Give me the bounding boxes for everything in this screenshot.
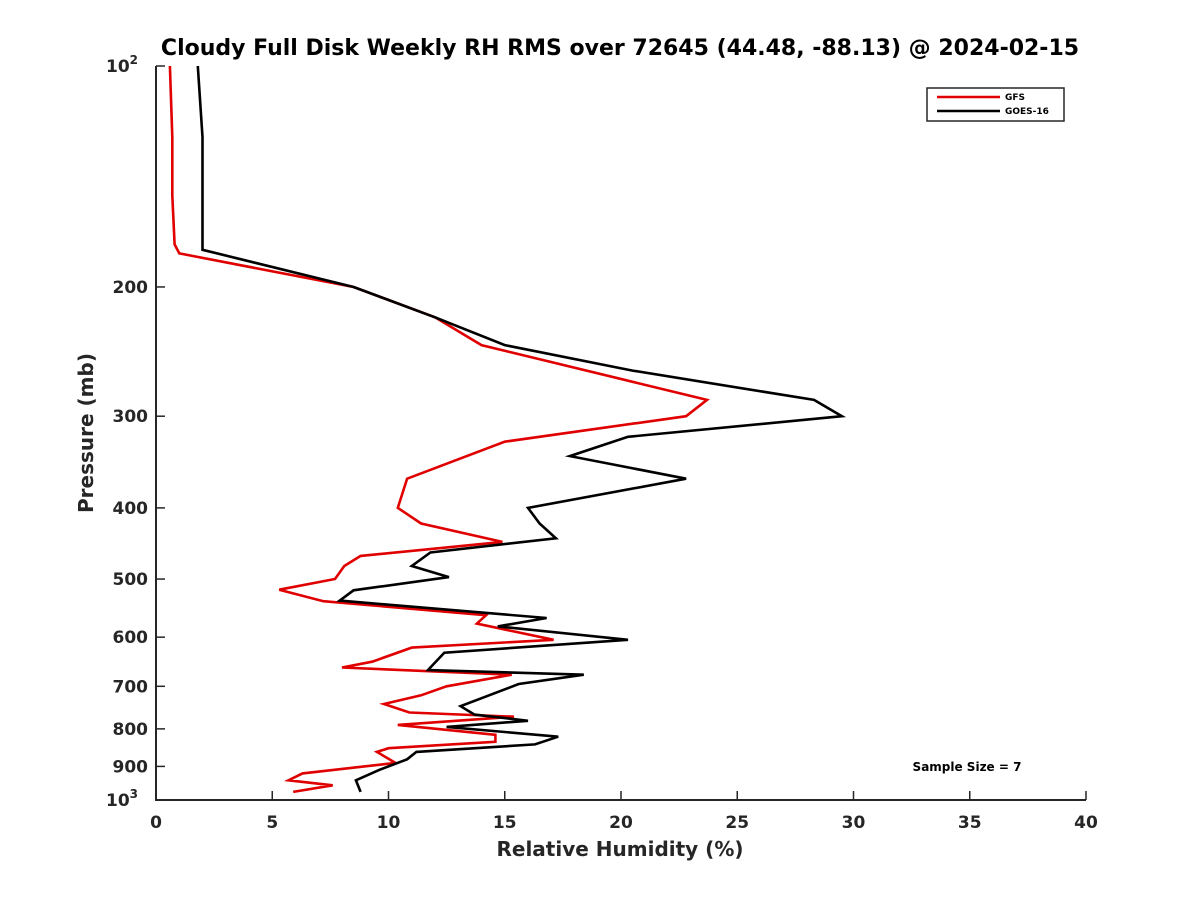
x-tick-label: 5	[266, 813, 278, 833]
y-tick-label: 700	[113, 677, 149, 697]
chart-title: Cloudy Full Disk Weekly RH RMS over 7264…	[161, 36, 1079, 61]
x-tick-label: 35	[958, 813, 982, 833]
x-tick-label: 20	[609, 813, 633, 833]
y-tick-label: 102	[106, 53, 138, 77]
y-tick-label: 103	[106, 787, 138, 811]
x-tick-label: 15	[493, 813, 517, 833]
y-tick-label: 900	[113, 757, 149, 777]
x-tick-label: 30	[842, 813, 866, 833]
y-tick-label: 300	[113, 407, 149, 427]
series-lines	[168, 65, 847, 794]
x-tick-label: 40	[1074, 813, 1098, 833]
x-tick-label: 0	[150, 813, 162, 833]
sample-size-annotation: Sample Size = 7	[913, 760, 1022, 774]
series-line-goes16	[196, 65, 847, 793]
y-tick-label: 200	[113, 278, 149, 298]
y-axis-ticks: 102 200 300 400 500 600 700 800 900 103	[106, 53, 165, 811]
y-tick-label: 600	[113, 628, 149, 648]
x-tick-label: 25	[725, 813, 749, 833]
legend-label-gfs: GFS	[1005, 93, 1025, 103]
legend-label-goes16: GOES-16	[1005, 107, 1049, 117]
x-axis-ticks: 0 5 10 15 20 25 30 35 40	[150, 791, 1098, 833]
legend-box	[926, 87, 1065, 122]
x-axis-label: Relative Humidity (%)	[496, 837, 743, 861]
x-tick-label: 10	[377, 813, 401, 833]
y-tick-label: 400	[113, 499, 149, 519]
legend: GFS GOES-16	[926, 87, 1065, 122]
y-tick-label: 500	[113, 570, 149, 590]
plot-area	[155, 66, 1086, 801]
y-tick-label: 800	[113, 720, 149, 740]
series-line-gfs	[168, 65, 710, 794]
y-axis-label: Pressure (mb)	[74, 353, 98, 513]
